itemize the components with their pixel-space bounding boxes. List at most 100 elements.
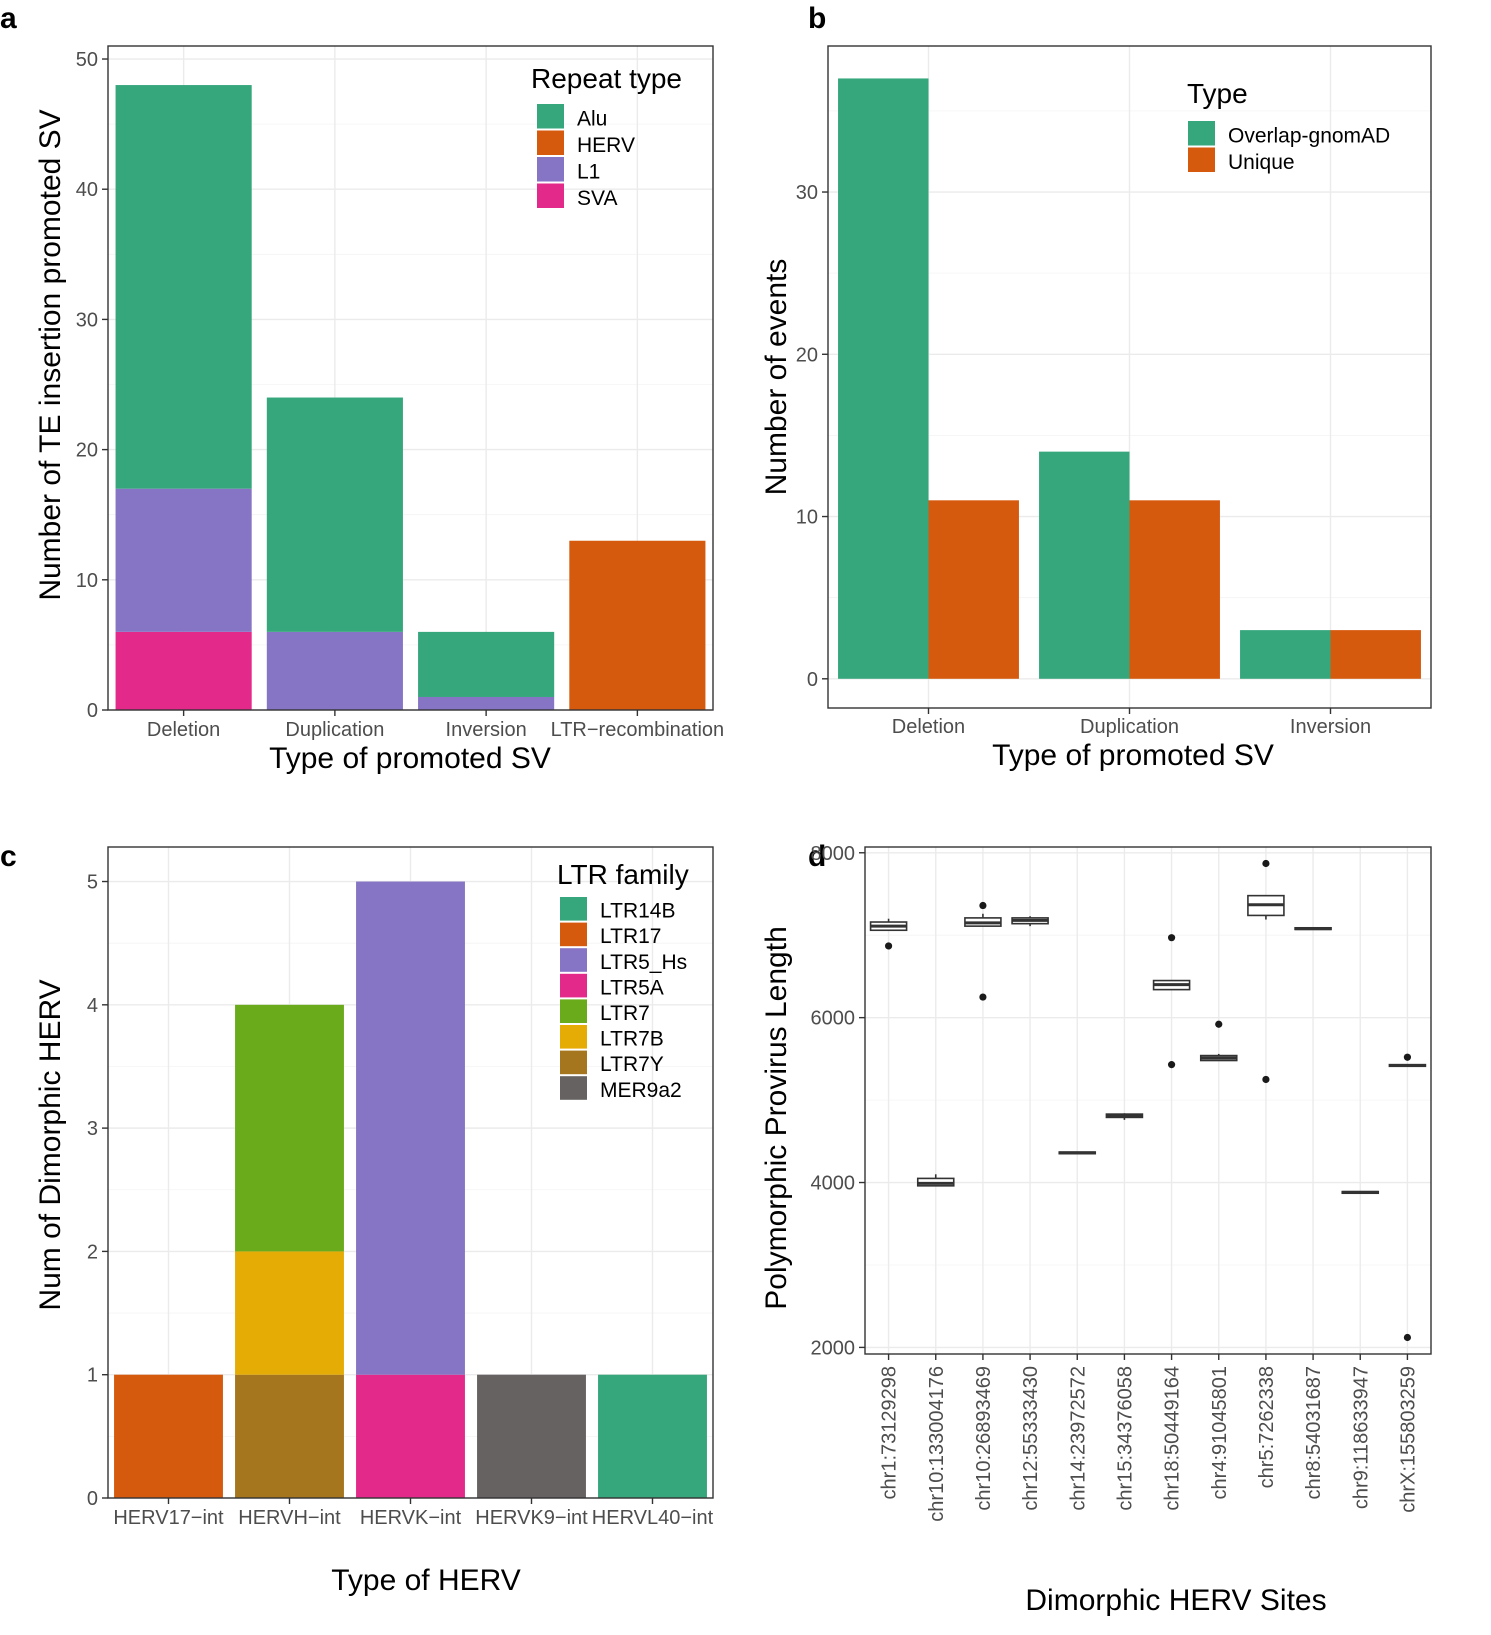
panel-b-frame [827,45,1432,709]
d-xtick-label: chr5:7262338 [1256,1366,1278,1488]
a-ytick-label: 10 [76,570,98,592]
c-ytick-label: 2 [87,1241,98,1263]
panel-letter-b: b [808,2,826,35]
d-outlier-chrx-155803259 [1403,1053,1412,1061]
d-ytick-label: 8000 [811,843,856,865]
a-xtick-label: Inversion [446,719,527,741]
panel-c-ylabel: Num of Dimorphic HERV [34,979,67,1310]
a-bar-inversion-alu [418,631,555,697]
panel-a-legend-title: Repeat type [531,63,682,94]
panel-a-chart: 0 10 20 30 40 50 Deletion Duplication Inversion… [34,45,725,775]
d-ytick-label: 4000 [811,1173,856,1195]
c-legend-label-ltr14b: LTR14B [600,900,675,923]
a-bar-ltr-recombination-herv [569,540,706,710]
c-legend-key-ltr14b [560,897,587,921]
c-bar-herv17-int-ltr17 [114,1374,223,1498]
b-bar-inversion-overlap-gnomad [1240,630,1331,679]
d-xtick-label: chr4:91045801 [1209,1366,1231,1499]
b-bar-deletion-unique [928,500,1019,679]
c-xtick-label: HERVK−int [360,1507,462,1529]
panel-b-legend: Type Overlap-gnomAD Unique [1187,78,1390,174]
a-xtick-label: LTR−recombination [551,719,725,741]
panel-d-xlabel: Dimorphic HERV Sites [1025,1584,1326,1617]
d-xtick-label: chr10:26893469 [973,1366,995,1511]
c-legend-key-ltr7y [560,1050,587,1075]
c-bar-hervk-int-ltr5a [356,1374,465,1498]
c-legend-label-ltr7b: LTR7B [600,1028,664,1051]
panel-b-xlabel: Type of promoted SV [992,739,1274,772]
d-xtick-label: chr10:133004176 [926,1366,948,1522]
panel-letter-d: d [808,840,826,873]
c-legend-key-mer9a2 [560,1076,587,1100]
panel-b-legend-title: Type [1187,78,1248,109]
panel-c-xlabel: Type of HERV [331,1564,521,1597]
d-outlier-chr5-7262338 [1262,1075,1270,1084]
d-xtick-label: chr12:55333430 [1020,1366,1042,1511]
b-ytick-label: 10 [796,507,818,529]
b-xtick-label: Inversion [1290,716,1371,738]
panel-b-chart: 0 10 20 30 Deletion Duplication Inversion Typ… [760,45,1432,772]
a-bar-duplication-alu [266,397,403,632]
c-legend-label-ltr5-hs: LTR5_Hs [600,951,687,974]
c-legend-key-ltr7b [560,1025,587,1049]
a-ytick-label: 20 [76,440,98,462]
d-outlier-chrx-155803259 [1403,1333,1412,1342]
panel-d-ylabel: Polymorphic Provirus Length [760,926,793,1310]
c-legend-key-ltr17 [560,922,587,947]
a-ytick-label: 30 [76,309,98,331]
a-ytick-label: 0 [87,700,98,722]
a-ytick-label: 50 [76,49,98,71]
panel-b-ylabel: Number of events [760,259,793,496]
panel-c-frame [107,846,714,1499]
d-xtick-label: chr15:34376058 [1114,1366,1136,1511]
c-ytick-label: 0 [87,1488,98,1510]
a-legend-key-sva [537,183,564,208]
d-outlier-chr18-50449164 [1167,934,1176,942]
panel-d-chart: 2000 4000 6000 8000 chr1:73129298 chr10:1330… [760,843,1432,1617]
d-outlier-chr10-26893469 [979,901,987,910]
b-legend-label-overlap-gnomad: Overlap-gnomAD [1228,125,1390,148]
b-bar-deletion-overlap-gnomad [838,78,929,679]
panel-d-frame [864,846,1432,1355]
c-legend-label-ltr5a: LTR5A [600,976,664,999]
panel-c-chart: 0 1 2 3 4 5 HERV17−int HERVH−int HERVK−int HERVK… [34,846,714,1597]
a-bar-deletion-l1 [115,488,252,632]
c-legend-label-ltr17: LTR17 [600,925,661,948]
d-ytick-label: 2000 [811,1337,856,1359]
b-legend-label-unique: Unique [1228,151,1295,174]
c-bar-hervh-int-ltr7y [235,1374,344,1498]
b-ytick-label: 0 [807,669,818,691]
a-xtick-label: Deletion [147,719,220,741]
panel-a-xlabel: Type of promoted SV [269,742,551,775]
c-ytick-label: 4 [87,995,98,1017]
d-ytick-label: 6000 [811,1008,856,1030]
c-bar-hervl40-int-ltr14b [598,1374,707,1498]
b-ytick-label: 30 [796,182,818,204]
b-bar-duplication-overlap-gnomad [1039,451,1130,679]
panel-a-frame [107,45,714,711]
a-ytick-label: 40 [76,179,98,201]
a-legend-key-alu [537,104,564,129]
a-bar-duplication-l1 [266,631,403,710]
b-bar-duplication-unique [1129,500,1220,679]
d-xtick-label: chrX:155803259 [1397,1366,1419,1513]
a-legend-key-herv [537,130,564,155]
c-xtick-label: HERV17−int [113,1507,224,1529]
panel-c-legend-title: LTR family [557,859,689,890]
panel-letter-c: c [0,840,17,873]
c-bar-hervk-int-ltr5-hs [356,881,465,1375]
c-legend-label-mer9a2: MER9a2 [600,1079,682,1102]
c-legend-key-ltr5a [560,973,587,998]
c-bar-hervh-int-ltr7b [235,1251,344,1375]
c-ytick-label: 3 [87,1118,98,1140]
a-legend-label-alu: Alu [577,108,607,131]
d-xtick-label: chr1:73129298 [879,1366,901,1499]
d-xtick-label: chr14:23972572 [1067,1366,1089,1511]
c-legend-label-ltr7: LTR7 [600,1002,650,1025]
c-legend-key-ltr5-hs [560,948,587,972]
b-xtick-label: Deletion [892,716,965,738]
b-ytick-label: 20 [796,344,818,366]
d-outlier-chr10-26893469 [979,993,987,1001]
